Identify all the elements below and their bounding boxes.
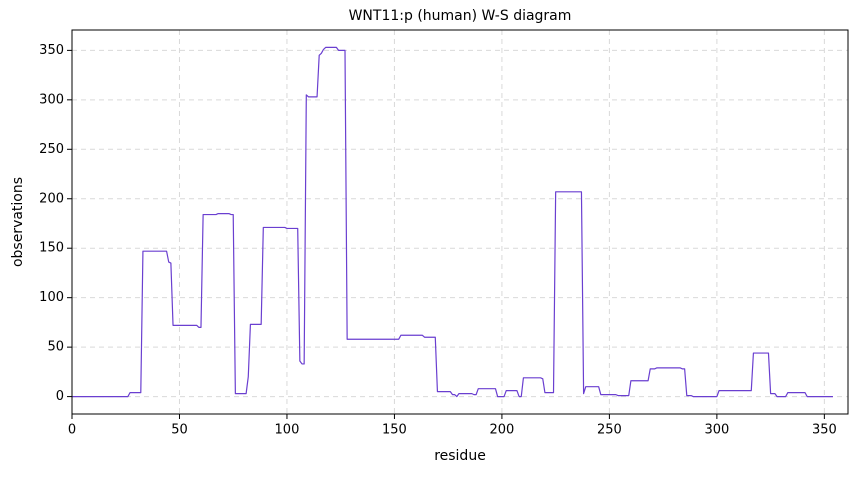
y-tick-label: 50	[47, 340, 64, 355]
y-tick-label: 250	[39, 142, 64, 157]
plot-frame	[71, 29, 849, 415]
y-tick-label: 100	[39, 290, 64, 305]
x-tick-label: 50	[171, 423, 188, 438]
x-axis-label: residue	[434, 448, 486, 464]
x-tick-label: 350	[812, 423, 837, 438]
x-tick-label: 250	[597, 423, 622, 438]
x-tick-label: 200	[490, 423, 515, 438]
data-line	[72, 46, 833, 398]
x-tick-label: 300	[704, 423, 729, 438]
y-tick-label: 350	[39, 43, 64, 58]
x-tick-label: 0	[68, 423, 76, 438]
chart-title: WNT11:p (human) W-S diagram	[349, 8, 572, 24]
y-tick-label: 0	[56, 389, 64, 404]
y-tick-label: 300	[39, 92, 64, 107]
y-axis-label: observations	[10, 177, 26, 267]
y-tick-label: 200	[39, 191, 64, 206]
x-tick-label: 100	[275, 423, 300, 438]
x-tick-label: 150	[382, 423, 407, 438]
y-tick-label: 150	[39, 241, 64, 256]
